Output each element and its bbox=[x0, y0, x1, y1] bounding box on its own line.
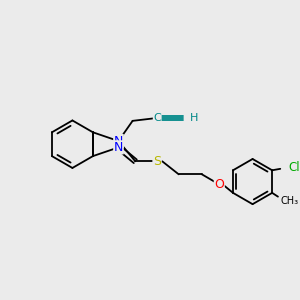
Text: H: H bbox=[190, 113, 199, 123]
Text: N: N bbox=[114, 134, 123, 148]
Text: N: N bbox=[114, 141, 123, 154]
Text: C: C bbox=[153, 113, 161, 123]
Text: CH₃: CH₃ bbox=[281, 196, 299, 206]
Text: S: S bbox=[153, 155, 161, 168]
Text: Cl: Cl bbox=[288, 161, 300, 174]
Text: O: O bbox=[214, 178, 224, 191]
